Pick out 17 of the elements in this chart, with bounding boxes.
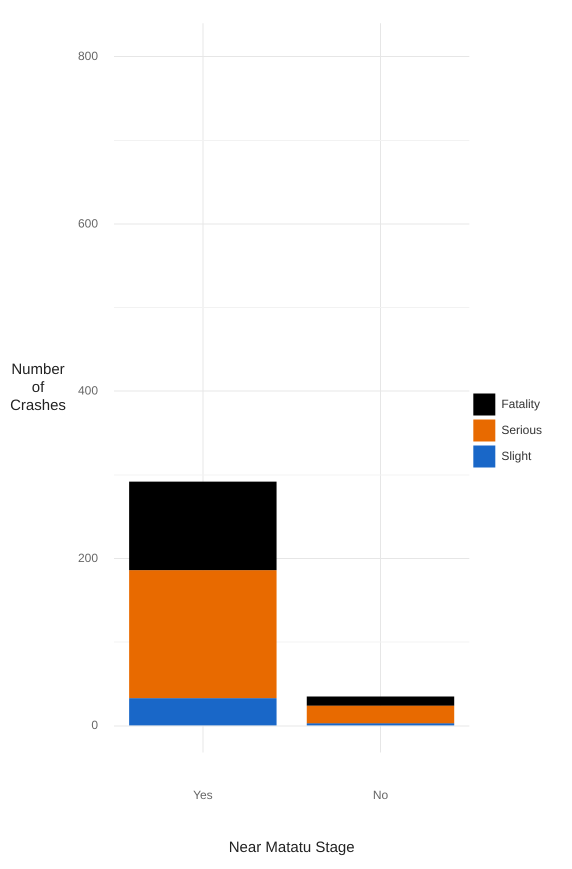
y-tick-label: 0 <box>91 718 98 732</box>
x-tick-label: No <box>372 788 388 802</box>
x-axis-title: Near Matatu Stage <box>228 839 355 856</box>
x-tick-label: Yes <box>193 788 213 802</box>
y-tick-label: 800 <box>78 48 98 63</box>
legend-label: Serious <box>501 422 542 437</box>
bar <box>306 696 454 706</box>
y-tick-label: 200 <box>78 550 98 565</box>
y-tick-label: 600 <box>78 216 98 230</box>
bar <box>129 482 277 570</box>
bar <box>306 706 454 724</box>
y-tick-label: 400 <box>78 384 98 398</box>
legend-label: Slight <box>501 448 532 463</box>
y-axis-title: Number of Crashes <box>10 361 66 414</box>
bar <box>129 698 277 726</box>
bar <box>129 570 277 698</box>
legend-label: Fatality <box>501 396 540 411</box>
